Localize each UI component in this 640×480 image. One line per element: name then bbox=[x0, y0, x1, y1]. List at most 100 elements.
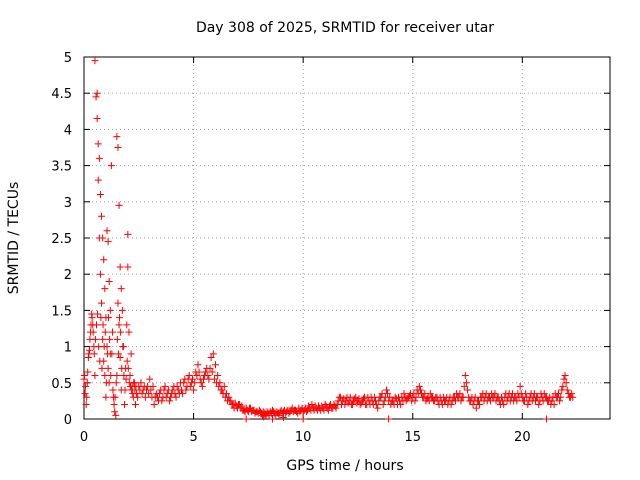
data-point bbox=[268, 415, 276, 423]
data-point bbox=[526, 393, 534, 401]
y-tick-label: 2.5 bbox=[51, 232, 72, 247]
data-point bbox=[88, 314, 96, 322]
data-point bbox=[129, 390, 137, 398]
data-point bbox=[167, 393, 175, 401]
data-point bbox=[81, 390, 89, 398]
data-point bbox=[113, 133, 121, 141]
data-point bbox=[528, 397, 536, 405]
data-point bbox=[106, 306, 114, 314]
data-point bbox=[443, 393, 451, 401]
data-point bbox=[202, 368, 210, 376]
data-point bbox=[136, 386, 144, 394]
data-point bbox=[379, 401, 387, 409]
data-point bbox=[560, 375, 568, 383]
y-tick-label: 5 bbox=[64, 51, 72, 66]
data-point bbox=[397, 401, 405, 409]
data-point bbox=[91, 372, 99, 380]
axis-ticks: 0 0.5 1 1.5 2 2.5 3 3.5 4 4.5 5 0 5 10 15 20 bbox=[51, 51, 610, 445]
data-point bbox=[197, 379, 205, 387]
data-point bbox=[92, 321, 100, 329]
data-point bbox=[114, 350, 122, 358]
data-point bbox=[173, 382, 181, 390]
data-point bbox=[102, 379, 110, 387]
data-point bbox=[134, 393, 142, 401]
data-point bbox=[478, 393, 486, 401]
data-point bbox=[559, 382, 567, 390]
data-point bbox=[149, 382, 157, 390]
data-point bbox=[180, 379, 188, 387]
data-point bbox=[141, 393, 149, 401]
data-point bbox=[195, 368, 203, 376]
data-point bbox=[388, 397, 396, 405]
data-point bbox=[469, 401, 477, 409]
data-point bbox=[123, 357, 131, 365]
data-point bbox=[495, 397, 503, 405]
data-point bbox=[161, 382, 169, 390]
data-point bbox=[110, 401, 118, 409]
data-point bbox=[146, 375, 154, 383]
data-point bbox=[245, 404, 253, 412]
data-point bbox=[208, 368, 216, 376]
data-point bbox=[228, 401, 236, 409]
data-point bbox=[90, 350, 98, 358]
y-tick-label: 0.5 bbox=[51, 377, 72, 392]
data-point bbox=[465, 393, 473, 401]
data-point bbox=[327, 401, 335, 409]
y-axis-label: SRMTID / TECUs bbox=[6, 182, 22, 295]
data-point bbox=[101, 372, 109, 380]
data-point bbox=[467, 397, 475, 405]
data-point bbox=[357, 399, 365, 407]
data-point bbox=[191, 379, 199, 387]
data-point bbox=[111, 393, 119, 401]
data-points bbox=[80, 57, 577, 423]
x-tick-label: 15 bbox=[404, 430, 421, 445]
data-point bbox=[97, 314, 105, 322]
data-point bbox=[94, 176, 102, 184]
data-point bbox=[436, 393, 444, 401]
grid bbox=[84, 57, 610, 419]
data-point bbox=[472, 404, 480, 412]
data-point bbox=[399, 397, 407, 405]
data-point bbox=[447, 401, 455, 409]
data-point bbox=[563, 386, 571, 394]
data-point bbox=[335, 393, 343, 401]
data-point bbox=[105, 314, 113, 322]
data-point bbox=[92, 93, 100, 101]
data-point bbox=[368, 397, 376, 405]
data-point bbox=[98, 212, 106, 220]
data-point bbox=[182, 386, 190, 394]
data-point bbox=[112, 411, 120, 419]
data-point bbox=[364, 393, 372, 401]
data-point bbox=[105, 277, 113, 285]
data-point bbox=[169, 386, 177, 394]
data-point bbox=[206, 364, 214, 372]
data-point bbox=[260, 413, 268, 421]
data-point bbox=[118, 364, 126, 372]
data-point bbox=[132, 401, 140, 409]
data-point bbox=[263, 408, 271, 416]
data-point bbox=[108, 350, 116, 358]
y-tick-label: 0 bbox=[64, 413, 72, 428]
data-point bbox=[385, 415, 393, 423]
data-point bbox=[120, 372, 128, 380]
data-point bbox=[408, 397, 416, 405]
data-point bbox=[138, 390, 146, 398]
data-point bbox=[219, 390, 227, 398]
data-point bbox=[85, 346, 93, 354]
data-point bbox=[395, 393, 403, 401]
data-point bbox=[460, 382, 468, 390]
data-point bbox=[348, 401, 356, 409]
data-point bbox=[113, 335, 121, 343]
data-point bbox=[308, 401, 316, 409]
data-point bbox=[113, 372, 121, 380]
data-point bbox=[82, 382, 90, 390]
data-point bbox=[513, 397, 521, 405]
data-point bbox=[533, 393, 541, 401]
data-point bbox=[375, 397, 383, 405]
data-point bbox=[554, 390, 562, 398]
data-point bbox=[231, 399, 239, 407]
data-point bbox=[103, 227, 111, 235]
data-point bbox=[83, 379, 91, 387]
data-point bbox=[91, 57, 99, 65]
data-point bbox=[94, 140, 102, 148]
